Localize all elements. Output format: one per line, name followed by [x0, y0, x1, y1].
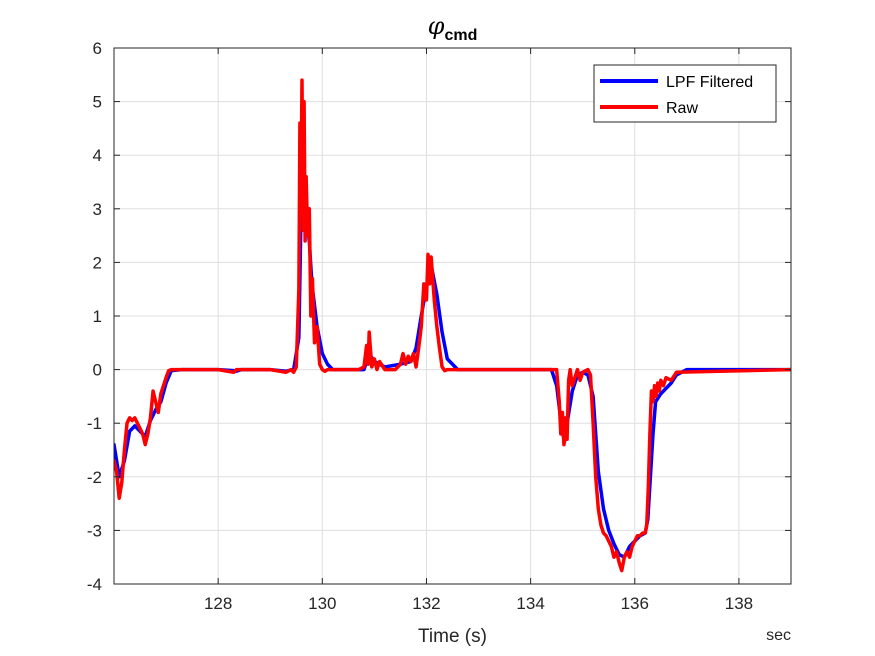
y-tick-label: -1 [87, 414, 102, 433]
x-tick-label: 130 [308, 594, 336, 613]
y-tick-label: 4 [93, 146, 102, 165]
chart-title-symbol: φ [428, 12, 445, 40]
chart-title: φcmd [428, 12, 478, 44]
legend-label-lpf-filtered: LPF Filtered [666, 74, 753, 91]
y-tick-label: 0 [93, 361, 102, 380]
x-axis-unit-label: sec [766, 627, 791, 644]
x-tick-label: 128 [204, 594, 232, 613]
y-tick-label: 2 [93, 253, 102, 272]
y-tick-label: 3 [93, 200, 102, 219]
x-tick-label: 134 [516, 594, 544, 613]
x-tick-label: 138 [725, 594, 753, 613]
chart-title-subscript: cmd [444, 27, 477, 44]
y-tick-label: -3 [87, 521, 102, 540]
y-tick-label: 6 [93, 39, 102, 58]
x-tick-label: 136 [621, 594, 649, 613]
y-tick-label: 5 [93, 93, 102, 112]
y-tick-label: -2 [87, 468, 102, 487]
legend-box [593, 64, 777, 123]
legend: LPF Filtered Raw [593, 64, 777, 123]
y-tick-label: 1 [93, 307, 102, 326]
x-axis-label: Time (s) [418, 626, 487, 647]
series-clip-group [114, 78, 791, 573]
legend-label-raw: Raw [666, 100, 698, 117]
y-tick-label: -4 [87, 575, 102, 594]
x-tick-label: 132 [412, 594, 440, 613]
series-line-raw [114, 78, 791, 573]
tick-layer: 128 130 132 134 136 138 -4 -3 -2 -1 0 1 2 3 4 5 6 [87, 39, 791, 613]
series-layer [114, 78, 791, 573]
